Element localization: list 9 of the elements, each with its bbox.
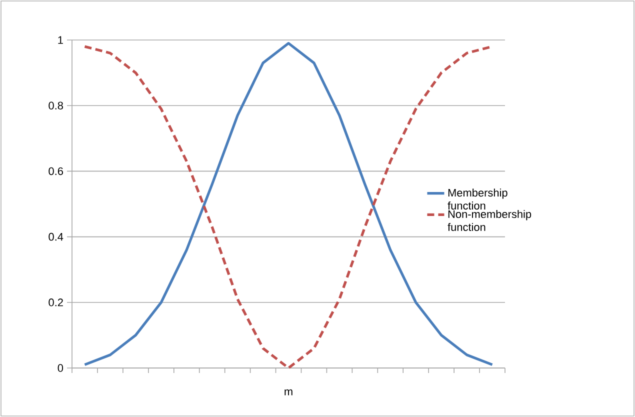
y-tick-label: 0.2: [48, 298, 63, 306]
y-tick-label: 0: [58, 364, 64, 372]
legend-label: Non-membership function: [448, 210, 532, 231]
y-tick-label: 0.8: [48, 102, 63, 110]
y-tick-label: 1: [58, 36, 63, 44]
y-tick-label: 0.6: [48, 167, 63, 176]
legend-label: Membership function: [448, 188, 508, 210]
x-axis-title: m: [284, 389, 292, 396]
y-tick-label: 0.4: [48, 232, 64, 241]
